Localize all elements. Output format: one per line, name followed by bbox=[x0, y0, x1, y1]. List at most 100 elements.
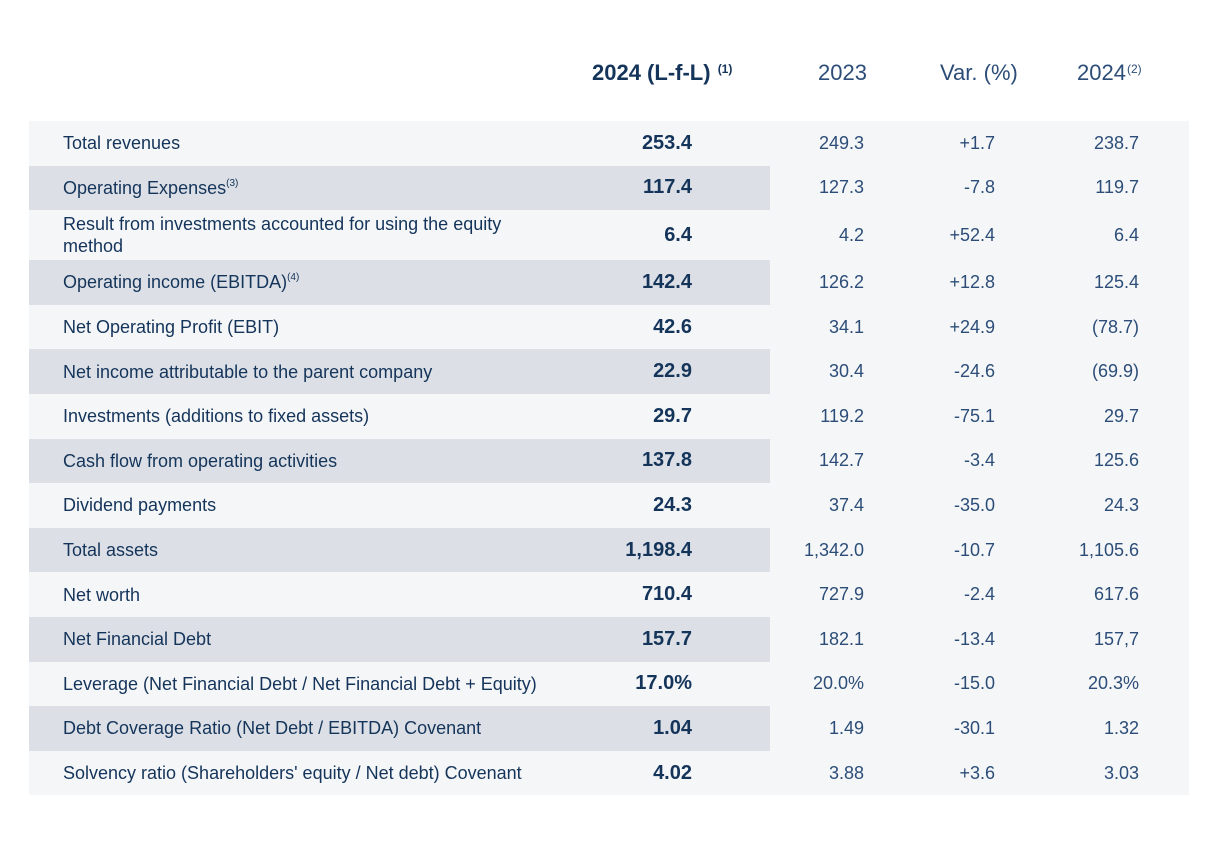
value-2024-lfl: 24.3 bbox=[653, 493, 692, 516]
value-2024-lfl: 29.7 bbox=[653, 404, 692, 427]
value-2023: 182.1 bbox=[818, 628, 864, 649]
table-row: Cash flow from operating activities 137.… bbox=[29, 438, 1189, 484]
value-2024: 125.6 bbox=[1093, 450, 1139, 471]
value-2023: 127.3 bbox=[818, 177, 864, 198]
value-2023: 1.49 bbox=[828, 717, 864, 738]
row-label: Net Financial Debt bbox=[63, 629, 212, 650]
value-2023: 20.0% bbox=[812, 673, 864, 694]
table-row: Net Operating Profit (EBIT) 42.6 34.1 +2… bbox=[29, 305, 1189, 350]
value-2024: 125.4 bbox=[1093, 271, 1139, 292]
value-2024: 3.03 bbox=[1103, 762, 1139, 783]
value-variation: -35.0 bbox=[953, 494, 995, 515]
value-2024-lfl: 253.4 bbox=[641, 131, 692, 154]
value-2024-lfl: 157.7 bbox=[641, 627, 692, 650]
row-label: Net Operating Profit (EBIT) bbox=[63, 317, 280, 338]
value-variation: +12.8 bbox=[949, 271, 995, 292]
table-row: Total assets 1,198.4 1,342.0 -10.7 1,105… bbox=[29, 527, 1189, 573]
value-2023: 4.2 bbox=[838, 224, 864, 245]
value-2024-lfl: 710.4 bbox=[641, 583, 692, 606]
column-header-2023: 2023 bbox=[818, 60, 867, 85]
value-2023: 126.2 bbox=[818, 271, 864, 292]
value-2024: 1.32 bbox=[1103, 717, 1139, 738]
column-header-variation: Var. (%) bbox=[940, 60, 1018, 85]
value-2023: 727.9 bbox=[818, 584, 864, 605]
value-variation: -7.8 bbox=[963, 177, 995, 198]
row-label: Dividend payments bbox=[63, 495, 217, 516]
row-label: Solvency ratio (Shareholders' equity / N… bbox=[63, 763, 522, 784]
value-variation: -13.4 bbox=[953, 628, 995, 649]
value-2024-lfl: 6.4 bbox=[664, 223, 692, 246]
row-label: Operating income (EBITDA)(4) bbox=[63, 272, 300, 293]
row-label: Debt Coverage Ratio (Net Debt / EBITDA) … bbox=[63, 718, 482, 739]
value-variation: -30.1 bbox=[953, 717, 995, 738]
value-2024: 20.3% bbox=[1087, 673, 1139, 694]
value-variation: -75.1 bbox=[953, 405, 995, 426]
value-variation: -10.7 bbox=[953, 539, 995, 560]
row-label: Net income attributable to the parent co… bbox=[63, 361, 433, 382]
table-row: Investments (additions to fixed assets) … bbox=[29, 394, 1189, 439]
value-variation: +3.6 bbox=[959, 762, 995, 783]
value-2024: (69.9) bbox=[1091, 361, 1139, 382]
table-row: Result from investments accounted for us… bbox=[29, 210, 1189, 260]
value-2024: 119.7 bbox=[1095, 177, 1139, 198]
value-2024-lfl: 22.9 bbox=[653, 360, 692, 383]
value-2024: 1,105.6 bbox=[1078, 539, 1139, 560]
table-row: Dividend payments 24.3 37.4 -35.0 24.3 bbox=[29, 483, 1189, 528]
value-2024-lfl: 142.4 bbox=[641, 270, 692, 293]
table-row: Net Financial Debt 157.7 182.1 -13.4 157… bbox=[29, 616, 1189, 662]
value-2023: 1,342.0 bbox=[803, 539, 864, 560]
value-variation: +1.7 bbox=[959, 132, 995, 153]
value-2024: (78.7) bbox=[1091, 316, 1139, 337]
table-row: Leverage (Net Financial Debt / Net Finan… bbox=[29, 662, 1189, 707]
table-row: Solvency ratio (Shareholders' equity / N… bbox=[29, 751, 1189, 796]
row-label: Total revenues bbox=[63, 133, 181, 154]
table-row: Operating Expenses(3) 117.4 127.3 -7.8 1… bbox=[29, 165, 1189, 211]
value-variation: +24.9 bbox=[949, 316, 995, 337]
value-2024-lfl: 4.02 bbox=[653, 761, 692, 784]
value-2024: 29.7 bbox=[1103, 405, 1139, 426]
row-label: Result from investments accounted for us… bbox=[63, 214, 502, 257]
value-variation: -15.0 bbox=[953, 673, 995, 694]
table-row: Total revenues 253.4 249.3 +1.7 238.7 bbox=[29, 121, 1189, 166]
row-label: Total assets bbox=[63, 540, 159, 561]
value-2024: 24.3 bbox=[1103, 494, 1139, 515]
column-header-2024-lfl: 2024 (L-f-L) (1) bbox=[592, 58, 732, 88]
table-row: Net worth 710.4 727.9 -2.4 617.6 bbox=[29, 572, 1189, 617]
column-header-2024-text: 2024 bbox=[1077, 60, 1126, 85]
value-2023: 34.1 bbox=[828, 316, 864, 337]
value-2023: 119.2 bbox=[820, 405, 864, 426]
row-label: Investments (additions to fixed assets) bbox=[63, 406, 370, 427]
value-2023: 37.4 bbox=[828, 494, 864, 515]
column-header-2024: 2024(2) bbox=[1077, 58, 1142, 88]
row-label: Net worth bbox=[63, 584, 141, 605]
value-2024-lfl: 42.6 bbox=[653, 315, 692, 338]
value-variation: +52.4 bbox=[949, 224, 995, 245]
row-label: Operating Expenses(3) bbox=[63, 177, 239, 198]
value-2024-lfl: 117.4 bbox=[643, 176, 692, 199]
table-row: Operating income (EBITDA)(4) 142.4 126.2… bbox=[29, 260, 1189, 305]
value-2024: 157,7 bbox=[1093, 628, 1139, 649]
column-header-2024-lfl-note: (1) bbox=[717, 62, 733, 76]
value-2024-lfl: 1,198.4 bbox=[625, 538, 692, 561]
column-header-2024-note: (2) bbox=[1126, 62, 1142, 76]
value-2023: 30.4 bbox=[828, 361, 864, 382]
table-row: Net income attributable to the parent co… bbox=[29, 349, 1189, 394]
value-variation: -3.4 bbox=[963, 450, 995, 471]
value-2024-lfl: 17.0% bbox=[635, 672, 692, 695]
value-2024: 6.4 bbox=[1113, 224, 1139, 245]
row-label: Cash flow from operating activities bbox=[63, 450, 338, 471]
row-label: Leverage (Net Financial Debt / Net Finan… bbox=[63, 673, 537, 694]
value-2024: 617.6 bbox=[1093, 584, 1139, 605]
value-2023: 249.3 bbox=[818, 132, 864, 153]
value-2024-lfl: 1.04 bbox=[653, 716, 692, 739]
value-2024: 238.7 bbox=[1093, 132, 1139, 153]
value-2023: 142.7 bbox=[818, 450, 864, 471]
table-header: 2024 (L-f-L) (1) 2023 Var. (%) 2024(2) bbox=[0, 58, 1220, 92]
financial-summary-table: Total revenues 253.4 249.3 +1.7 238.7 Op… bbox=[29, 121, 1189, 796]
value-2023: 3.88 bbox=[828, 762, 864, 783]
value-variation: -2.4 bbox=[963, 584, 995, 605]
value-variation: -24.6 bbox=[953, 361, 995, 382]
table-row: Debt Coverage Ratio (Net Debt / EBITDA) … bbox=[29, 706, 1189, 751]
value-2024-lfl: 137.8 bbox=[641, 449, 692, 472]
column-header-2024-lfl-text: 2024 (L-f-L) bbox=[592, 60, 711, 85]
